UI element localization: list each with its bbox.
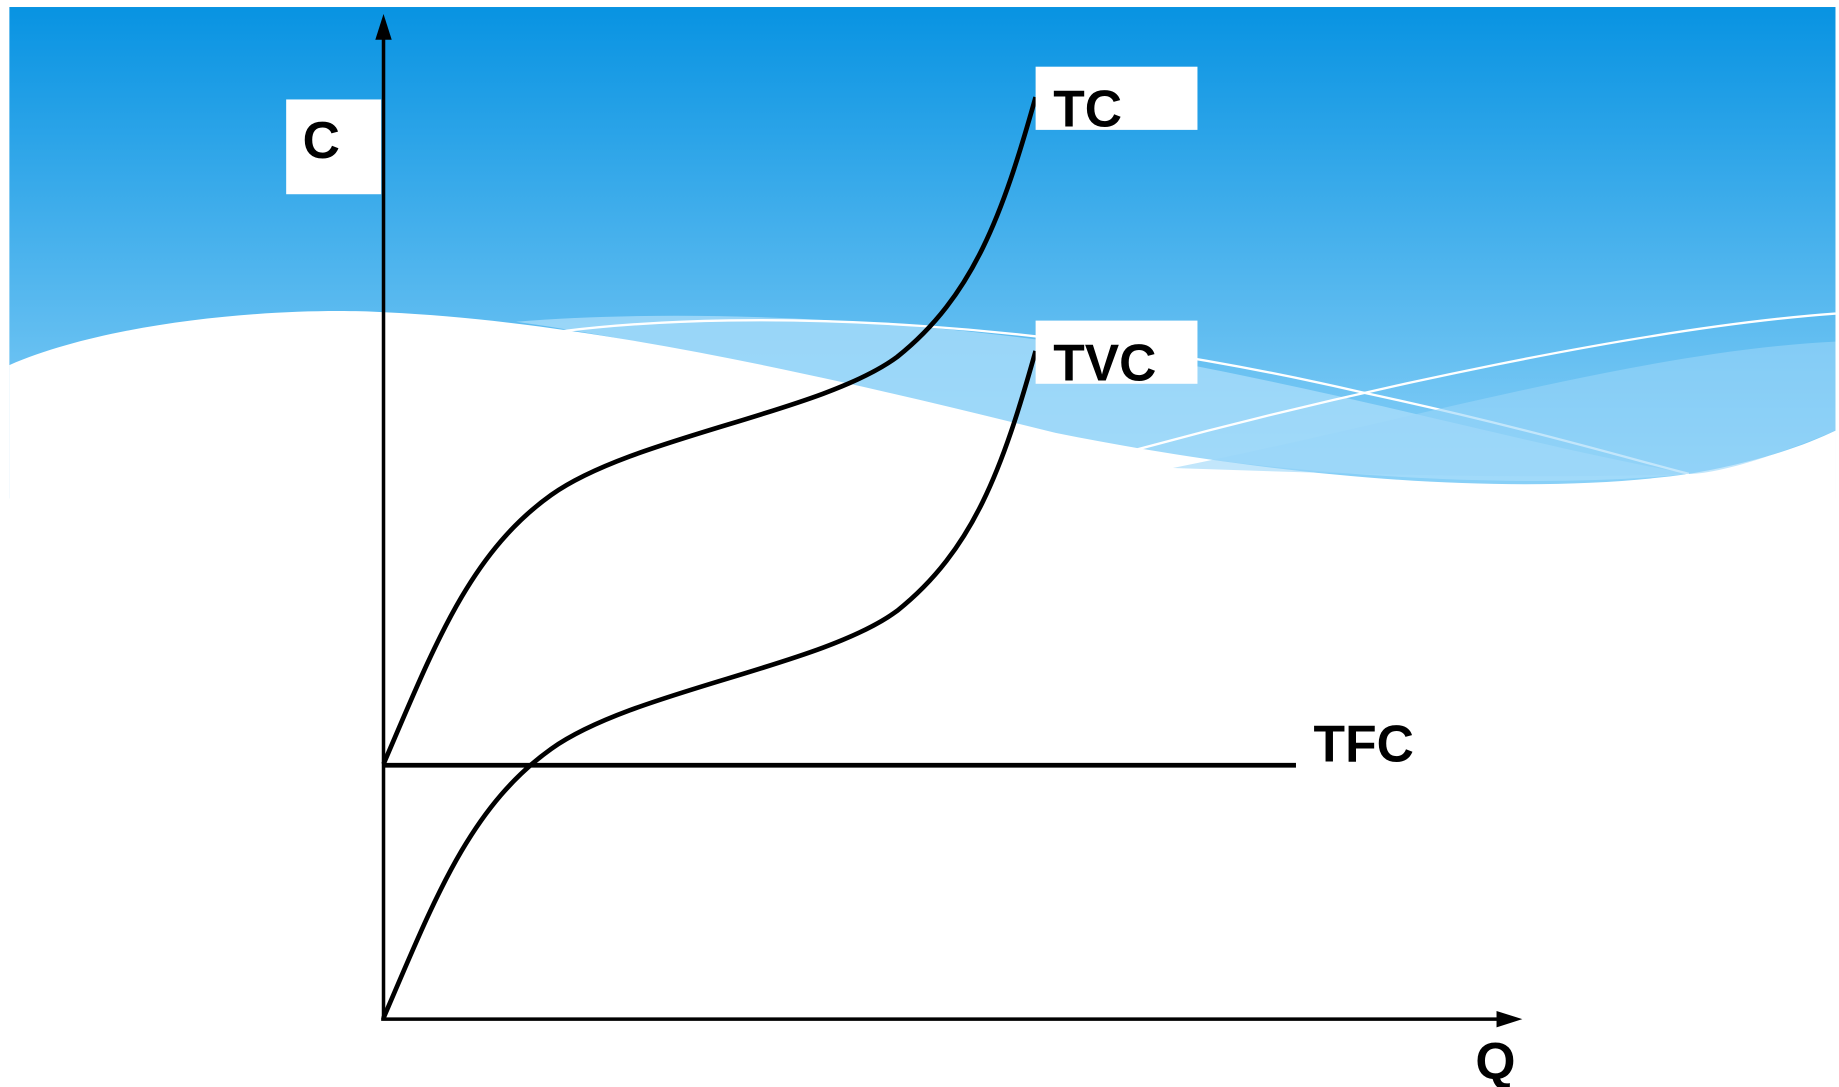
tc-label: TC bbox=[1053, 79, 1122, 137]
tfc-label: TFC bbox=[1314, 715, 1414, 773]
x-axis-arrow bbox=[1496, 1010, 1523, 1028]
wave-line bbox=[1137, 312, 1836, 451]
y-axis-label: C bbox=[303, 111, 340, 169]
x-axis-label: Q bbox=[1475, 1032, 1515, 1087]
tc-curve bbox=[381, 96, 1038, 765]
label-box bbox=[1035, 320, 1198, 384]
white-wave bbox=[9, 311, 1836, 1087]
wave-band bbox=[1172, 341, 1836, 477]
label-box bbox=[1035, 66, 1198, 130]
tvc-label: TVC bbox=[1053, 333, 1156, 391]
label-box bbox=[286, 99, 382, 195]
y-axis-arrow bbox=[375, 14, 392, 40]
tvc-curve bbox=[381, 350, 1038, 1019]
